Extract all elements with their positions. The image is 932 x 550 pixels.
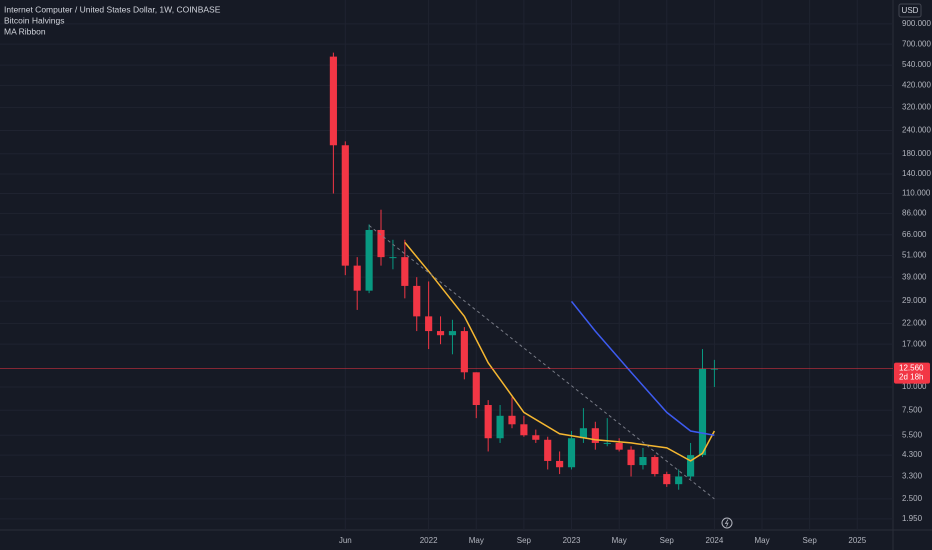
x-tick-label: May	[469, 536, 484, 545]
y-tick-label: 29.000	[902, 296, 927, 305]
candle-body	[460, 331, 468, 373]
currency-button[interactable]	[898, 3, 922, 18]
y-tick-label: 66.000	[902, 230, 927, 239]
y-tick-label: 110.000	[902, 189, 931, 198]
candle-body	[544, 439, 552, 461]
y-tick-label: 320.000	[902, 102, 931, 111]
y-tick-label: 39.000	[902, 272, 927, 281]
candle-body	[436, 331, 445, 336]
y-tick-label: 900.000	[902, 19, 931, 28]
candle-body	[591, 428, 599, 443]
candle-body	[520, 424, 528, 436]
candle-body	[496, 415, 504, 439]
y-tick-label: 1.950	[902, 514, 923, 523]
x-tick-label: Sep	[517, 536, 532, 545]
y-tick-label: 140.000	[902, 169, 931, 178]
moving-average	[570, 300, 715, 437]
candle-body	[508, 415, 516, 425]
last-price-label: 12.560	[899, 364, 924, 373]
candle-body	[687, 455, 695, 477]
symbol-title: Internet Computer / United States Dollar…	[4, 4, 221, 14]
y-tick-label: 700.000	[902, 39, 931, 48]
y-tick-label: 420.000	[902, 80, 931, 89]
candle-body	[567, 438, 576, 468]
x-tick-label: Jun	[339, 536, 352, 545]
y-tick-label: 3.300	[902, 472, 923, 481]
x-tick-label: Sep	[660, 536, 675, 545]
y-tick-label: 2.500	[902, 494, 923, 503]
candle-body	[663, 474, 671, 485]
candle-body	[401, 257, 409, 286]
y-tick-label: 22.000	[902, 318, 927, 327]
candle-body	[627, 449, 635, 466]
y-tick-label: 240.000	[902, 126, 931, 135]
trend-line	[368, 225, 715, 500]
indicator-name[interactable]: MA Ribbon	[4, 26, 46, 36]
x-tick-label: May	[754, 536, 769, 545]
y-tick-label: 51.000	[902, 251, 927, 260]
countdown-label: 2d 18h	[899, 373, 923, 382]
halving-bolt	[724, 519, 729, 527]
x-tick-label: 2024	[706, 536, 724, 545]
candle-body	[556, 460, 564, 468]
x-tick-label: Sep	[803, 536, 818, 545]
candle-body	[651, 457, 659, 475]
currency-label[interactable]: USD	[902, 6, 919, 15]
candle-body	[579, 428, 587, 439]
moving-average	[404, 241, 716, 462]
x-tick-label: May	[612, 536, 627, 545]
candle-body	[698, 369, 707, 456]
last-price-badge	[894, 362, 930, 384]
candle-body	[365, 229, 373, 291]
candle-body	[472, 372, 480, 406]
y-tick-label: 540.000	[902, 60, 931, 69]
x-tick-label: 2023	[563, 536, 581, 545]
x-tick-label: 2022	[420, 536, 438, 545]
y-tick-label: 5.500	[902, 430, 923, 439]
candle-body	[603, 442, 611, 444]
candle-body	[710, 368, 718, 370]
candle-body	[615, 442, 623, 450]
y-tick-label: 17.000	[902, 339, 927, 348]
y-tick-label: 4.300	[902, 450, 923, 459]
indicator-name[interactable]: Bitcoin Halvings	[4, 15, 64, 25]
candle-body	[341, 145, 349, 266]
x-tick-label: 2025	[848, 536, 866, 545]
candle-body	[484, 405, 492, 439]
y-tick-label: 7.500	[902, 405, 923, 414]
candle-body	[377, 229, 385, 258]
y-tick-label: 86.000	[902, 208, 927, 217]
halving-icon[interactable]	[721, 517, 733, 529]
candle-body	[639, 457, 647, 466]
candle-body	[353, 265, 361, 291]
candle-body	[389, 257, 397, 259]
y-tick-label: 180.000	[902, 149, 931, 158]
candle-body	[675, 476, 683, 485]
candle-body	[425, 316, 433, 332]
candle-body	[413, 285, 421, 317]
candle-body	[329, 56, 337, 146]
y-tick-label: 10.000	[902, 382, 927, 391]
candle-body	[532, 435, 540, 440]
candle-body	[448, 331, 457, 336]
